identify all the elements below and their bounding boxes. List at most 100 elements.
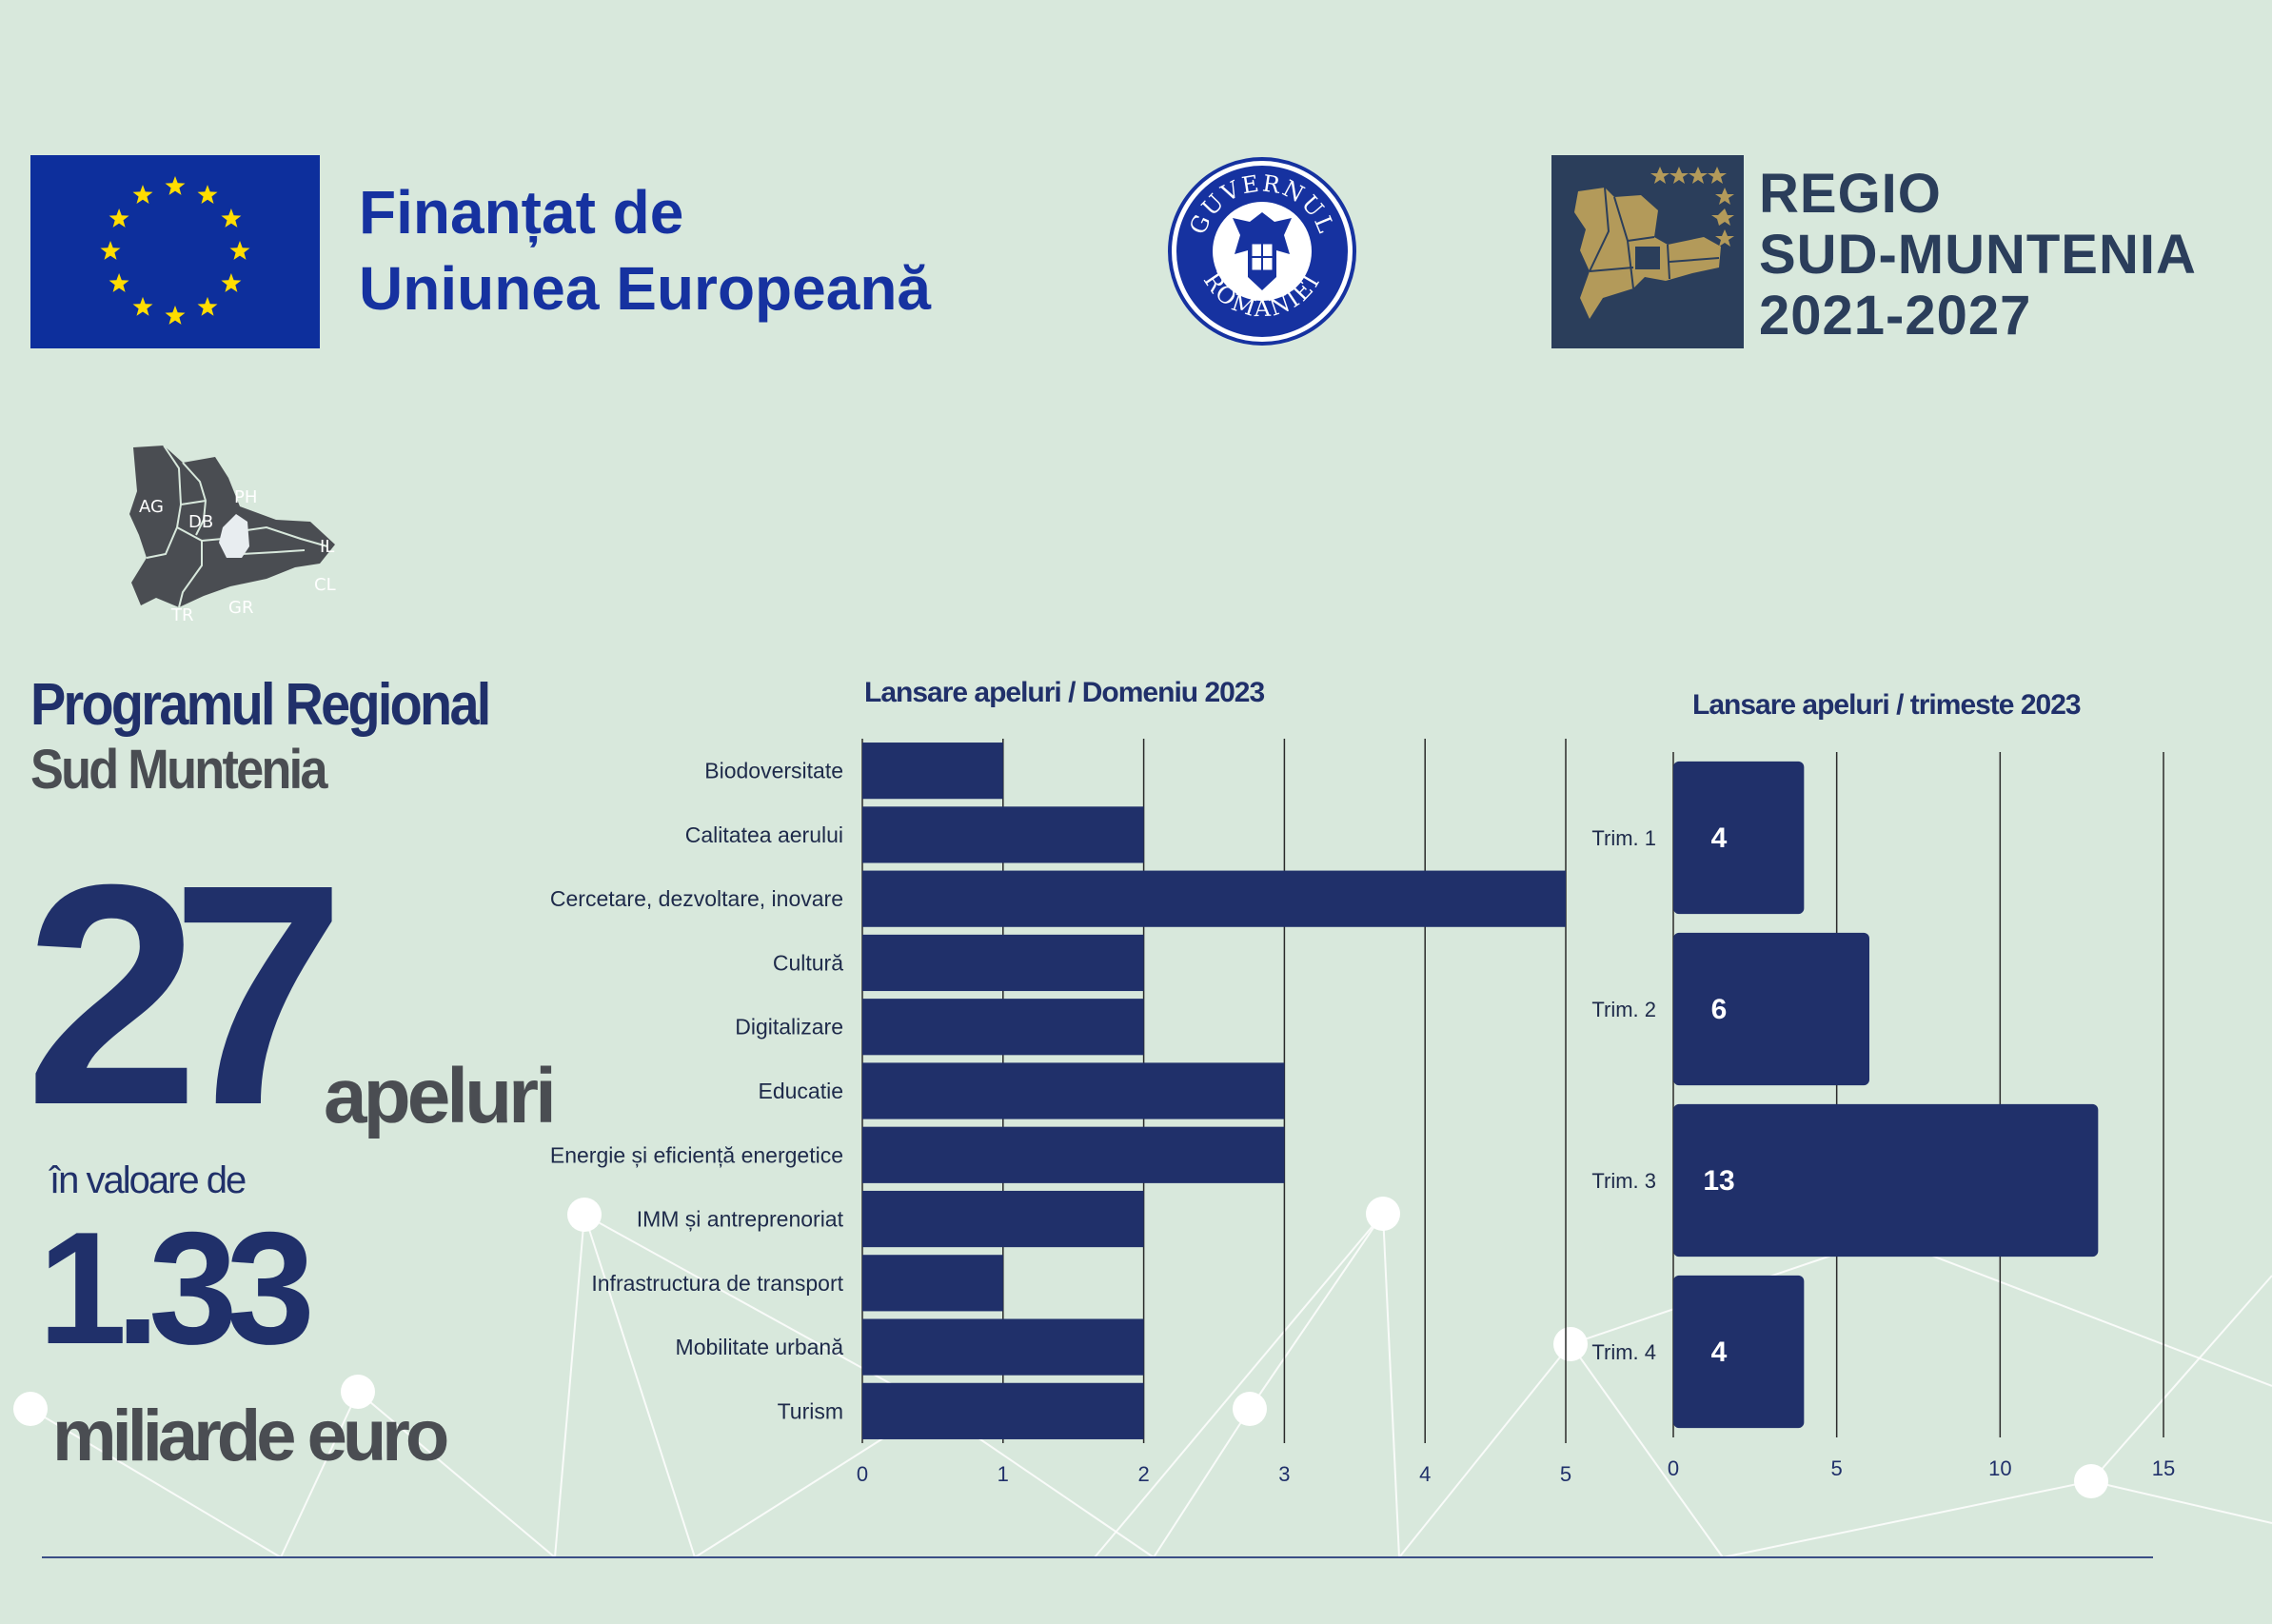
region-map-icon: AG DB PH IL CL TR GR xyxy=(129,445,336,625)
x-tick-label: 0 xyxy=(857,1462,868,1486)
network-node xyxy=(567,1198,602,1232)
category-label: Calitatea aerului xyxy=(685,822,843,847)
network-node xyxy=(1233,1392,1267,1426)
eu-star-icon xyxy=(197,296,218,316)
eu-star-icon xyxy=(100,241,121,260)
network-line xyxy=(30,1408,282,1558)
government-seal: GUVERNUL ROMÂNIEI xyxy=(1166,155,1358,352)
x-tick-label: 15 xyxy=(2152,1456,2175,1480)
value-prefix: în valoare de xyxy=(49,1159,247,1201)
regio-text: REGIO SUD-MUNTENIA 2021-2027 xyxy=(1759,164,2197,347)
bar xyxy=(862,1190,1144,1248)
funded-line2: Uniunea Europeană xyxy=(359,254,931,323)
bar xyxy=(862,1255,1003,1312)
bar xyxy=(862,806,1144,863)
regio-line1: REGIO xyxy=(1759,163,1942,225)
category-label: Trim. 2 xyxy=(1591,998,1656,1021)
eagle-icon xyxy=(1233,212,1292,290)
category-label: Cercetare, dezvoltare, inovare xyxy=(550,886,843,911)
category-label: Trim. 4 xyxy=(1591,1340,1656,1364)
eu-star-icon xyxy=(132,185,153,204)
bar xyxy=(1673,1275,1805,1429)
calls-count: 27 xyxy=(25,819,346,1170)
eu-star-icon xyxy=(109,273,129,292)
domain-chart-title: Lansare apeluri / Domeniu 2023 xyxy=(864,677,1265,708)
bar xyxy=(862,1062,1285,1119)
regio-line2: SUD-MUNTENIA xyxy=(1759,224,2197,286)
network-node xyxy=(1553,1327,1588,1361)
category-label: Infrastructura de transport xyxy=(591,1271,843,1296)
category-label: IMM și antreprenoriat xyxy=(637,1207,844,1232)
network-line xyxy=(1570,1343,1724,1558)
eu-star-icon xyxy=(165,176,186,195)
x-tick-label: 2 xyxy=(1137,1462,1149,1486)
calls-label: apeluri xyxy=(324,1053,557,1139)
data-label: 13 xyxy=(1703,1165,1734,1197)
x-tick-label: 5 xyxy=(1560,1462,1571,1486)
eu-flag xyxy=(30,155,320,348)
bar xyxy=(862,1382,1144,1439)
bar xyxy=(862,999,1144,1056)
x-tick-label: 1 xyxy=(998,1462,1009,1486)
program-subtitle: Sud Muntenia xyxy=(30,739,327,801)
category-label: Energie și eficiență energetice xyxy=(550,1142,843,1167)
network-line xyxy=(1094,1213,1384,1558)
network-node xyxy=(13,1392,48,1426)
bar xyxy=(862,1126,1285,1183)
network-line xyxy=(1722,1480,2092,1558)
network-line xyxy=(1398,1343,1571,1558)
category-label: Digitalizare xyxy=(735,1015,843,1040)
category-label: Turism xyxy=(778,1398,843,1423)
map-label-db: DB xyxy=(188,512,213,532)
x-tick-label: 4 xyxy=(1419,1462,1431,1486)
network-line xyxy=(280,1391,359,1558)
x-tick-label: 0 xyxy=(1668,1456,1679,1480)
data-label: 6 xyxy=(1711,994,1728,1025)
regio-line3: 2021-2027 xyxy=(1759,285,2032,347)
total-value: 1.33 xyxy=(38,1198,315,1377)
quarter-chart-title: Lansare apeluri / trimeste 2023 xyxy=(1692,689,2082,721)
bottom-divider xyxy=(42,1556,2153,1558)
eu-star-icon xyxy=(221,208,242,228)
x-tick-label: 3 xyxy=(1278,1462,1290,1486)
eu-star-icon xyxy=(132,296,153,316)
network-line xyxy=(1382,1213,1400,1558)
map-label-ag: AG xyxy=(139,497,164,517)
eu-funding-text: Finanțat de Uniunea Europeană xyxy=(359,174,931,327)
network-line xyxy=(2090,1480,2272,1524)
network-line xyxy=(1884,1237,2272,1387)
map-label-il: IL xyxy=(320,537,334,557)
eu-star-icon xyxy=(109,208,129,228)
network-line xyxy=(583,1214,696,1558)
network-line xyxy=(1153,1408,1251,1558)
network-node xyxy=(1366,1197,1400,1231)
category-label: Trim. 1 xyxy=(1591,826,1656,850)
category-label: Mobilitate urbană xyxy=(676,1335,844,1359)
category-label: Biodoversitate xyxy=(704,759,843,783)
network-line xyxy=(2090,1275,2272,1482)
x-tick-label: 10 xyxy=(1988,1456,2011,1480)
bar xyxy=(1673,761,1805,915)
category-label: Cultură xyxy=(773,950,843,975)
bar xyxy=(862,870,1566,927)
program-title: Programul Regional xyxy=(30,672,491,738)
bar xyxy=(862,743,1003,800)
map-label-cl: CL xyxy=(314,575,336,595)
map-label-gr: GR xyxy=(228,598,253,618)
network-line xyxy=(554,1214,585,1558)
network-line xyxy=(1249,1213,1384,1410)
government-seal-icon: GUVERNUL ROMÂNIEI xyxy=(1168,157,1356,346)
bar xyxy=(1673,1103,2099,1258)
bar xyxy=(862,1318,1144,1376)
map-label-tr: TR xyxy=(170,605,194,625)
regio-logo xyxy=(1551,155,1744,348)
x-tick-label: 5 xyxy=(1831,1456,1843,1480)
data-label: 4 xyxy=(1711,822,1728,854)
eu-star-icon xyxy=(197,185,218,204)
value-unit: miliarde euro xyxy=(52,1396,449,1476)
map-label-ph: PH xyxy=(234,487,257,507)
eu-star-icon xyxy=(165,306,186,325)
